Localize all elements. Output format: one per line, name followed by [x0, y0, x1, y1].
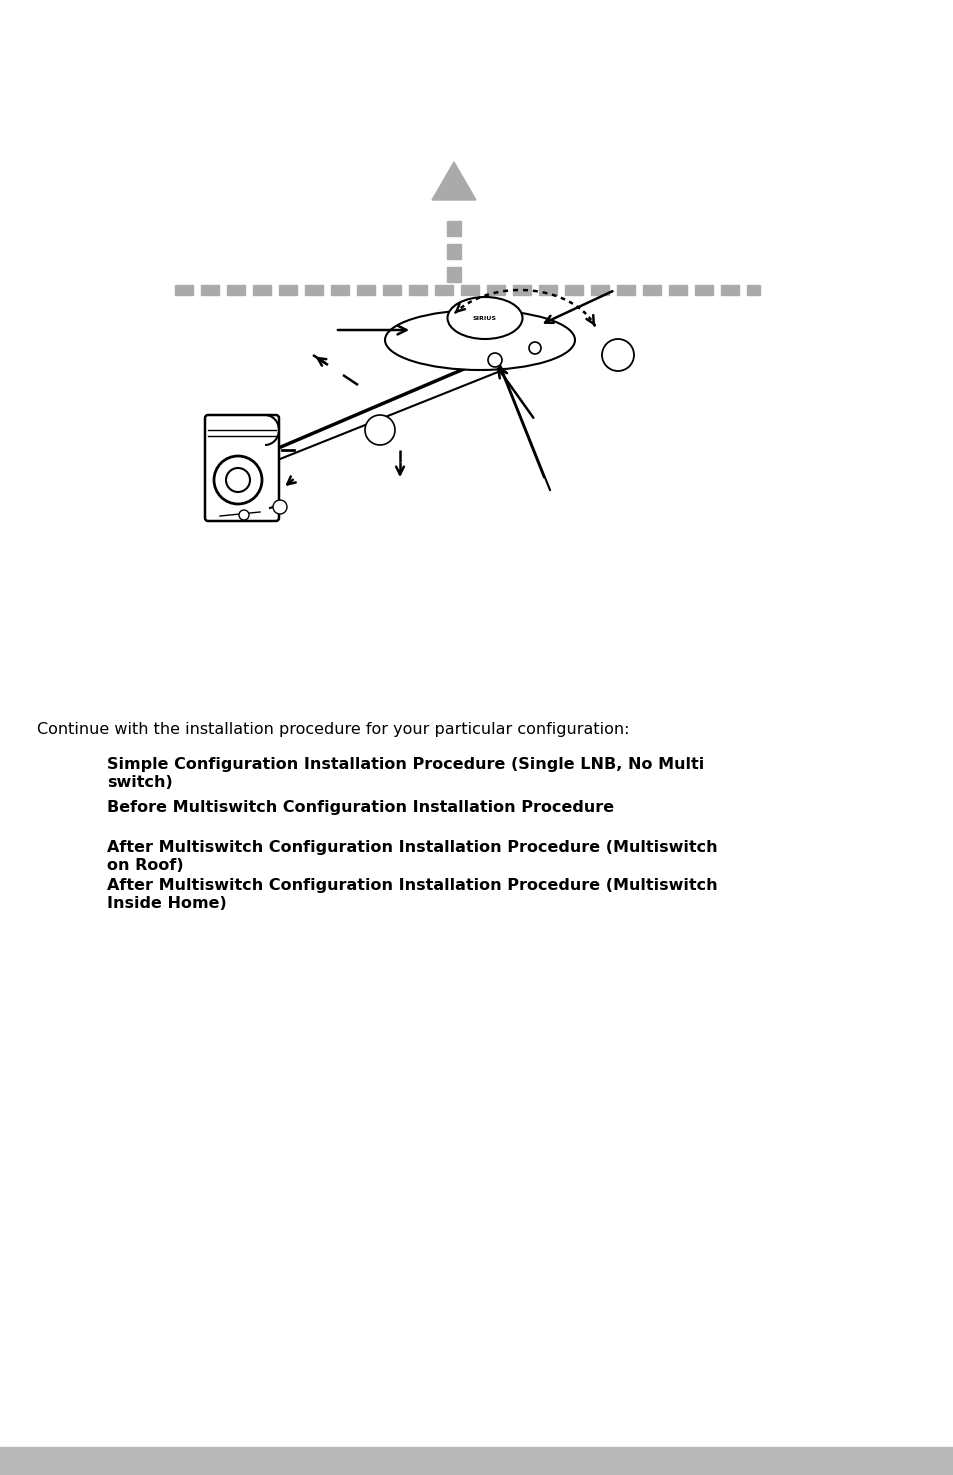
Polygon shape	[432, 162, 476, 201]
Bar	[642, 285, 660, 295]
Circle shape	[488, 353, 501, 367]
Text: Before Multiswitch Configuration Installation Procedure: Before Multiswitch Configuration Install…	[107, 799, 614, 816]
Bar	[201, 285, 219, 295]
Bar	[720, 285, 739, 295]
Bar	[174, 285, 193, 295]
Bar	[746, 285, 760, 295]
Bar	[382, 285, 400, 295]
Bar	[409, 285, 427, 295]
Bar	[617, 285, 635, 295]
Text: Simple Configuration Installation Procedure (Single LNB, No Multi
switch): Simple Configuration Installation Proced…	[107, 757, 703, 791]
Bar	[590, 285, 608, 295]
Circle shape	[213, 456, 262, 504]
Bar	[227, 285, 245, 295]
FancyBboxPatch shape	[205, 414, 278, 521]
Circle shape	[601, 339, 634, 372]
Circle shape	[365, 414, 395, 445]
Circle shape	[239, 510, 249, 521]
Bar	[356, 285, 375, 295]
Text: After Multiswitch Configuration Installation Procedure (Multiswitch
Inside Home): After Multiswitch Configuration Installa…	[107, 878, 717, 912]
Bar	[305, 285, 323, 295]
Bar	[486, 285, 504, 295]
Bar	[538, 285, 557, 295]
Bar	[668, 285, 686, 295]
Bar	[513, 285, 531, 295]
Bar	[564, 285, 582, 295]
Bar	[253, 285, 271, 295]
Ellipse shape	[447, 296, 522, 339]
Bar	[447, 267, 460, 282]
Bar	[331, 285, 349, 295]
Circle shape	[273, 500, 287, 513]
Bar	[460, 285, 478, 295]
Ellipse shape	[385, 310, 575, 370]
Circle shape	[226, 468, 250, 493]
Bar	[695, 285, 712, 295]
Bar	[447, 243, 460, 260]
Bar	[278, 285, 296, 295]
Text: Continue with the installation procedure for your particular configuration:: Continue with the installation procedure…	[37, 721, 629, 738]
Bar	[435, 285, 453, 295]
Circle shape	[529, 342, 540, 354]
Text: SIRIUS: SIRIUS	[473, 316, 497, 320]
Bar	[0, 1447, 953, 1475]
Text: After Multiswitch Configuration Installation Procedure (Multiswitch
on Roof): After Multiswitch Configuration Installa…	[107, 839, 717, 873]
Bar	[447, 221, 460, 236]
